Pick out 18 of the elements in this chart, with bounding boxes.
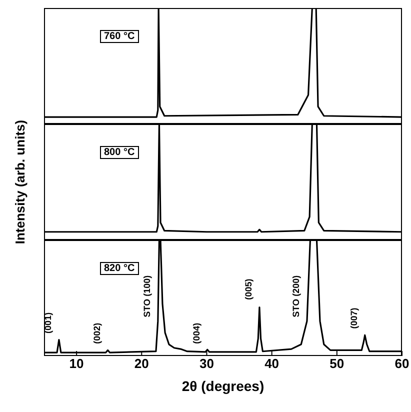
annotation: (007)	[348, 308, 359, 329]
x-tick-label: 30	[199, 356, 214, 372]
annotation: 760 °C	[100, 30, 139, 43]
annotation: STO (200)	[290, 275, 301, 318]
annotation: (002)	[92, 322, 102, 344]
x-axis-title: 2θ (degrees)	[180, 378, 266, 394]
y-axis-title: Intensity (arb. units)	[12, 120, 28, 244]
x-tick-label: 60	[394, 356, 410, 372]
x-tick-label: 40	[264, 356, 280, 372]
x-tick-label: 20	[134, 356, 149, 372]
annotation: (005)	[243, 278, 254, 300]
x-tick-label: 10	[69, 356, 84, 372]
annotation: (001)	[42, 312, 53, 334]
annotation: 820 °C	[100, 262, 139, 275]
annotation: 800 °C	[100, 146, 139, 159]
annotation: STO (100)	[142, 275, 152, 318]
x-tick-label: 50	[330, 356, 344, 372]
annotation: (004)	[191, 322, 202, 344]
